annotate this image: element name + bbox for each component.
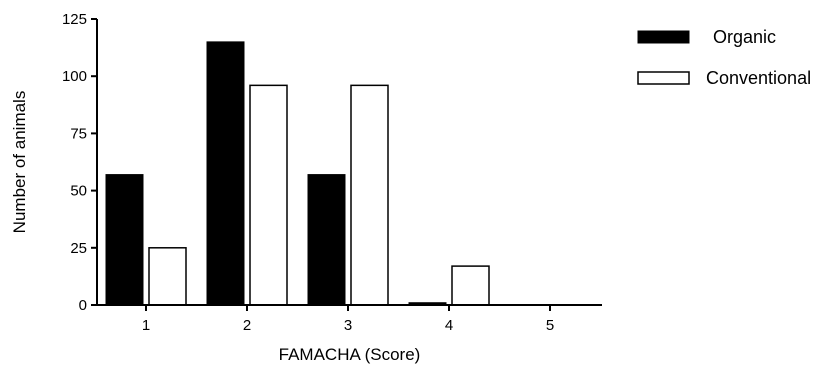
bar-organic-2: [206, 41, 245, 306]
x-ticks-group: 1 2 3 4 5: [142, 305, 554, 334]
bars-group: [105, 41, 490, 306]
bar-organic-3: [307, 174, 346, 306]
bar-conventional-2: [249, 84, 288, 306]
legend: Organic Conventional: [637, 27, 811, 88]
y-axis-title: Number of animals: [10, 91, 29, 234]
y-tick-label: 0: [79, 297, 87, 314]
bar-organic-1: [105, 174, 144, 306]
legend-label-conventional: Conventional: [706, 68, 811, 88]
x-tick-label: 3: [344, 317, 352, 334]
x-tick-label: 5: [546, 317, 554, 334]
y-tick-label: 100: [62, 68, 87, 85]
x-tick-label: 4: [445, 317, 453, 334]
y-tick-label: 50: [70, 183, 87, 200]
bar-conventional-4: [451, 265, 490, 306]
y-tick-label: 75: [70, 125, 87, 142]
legend-label-organic: Organic: [713, 27, 776, 47]
y-tick-label: 125: [62, 11, 87, 28]
bar-conventional-3: [350, 84, 389, 306]
legend-swatch-organic: [637, 30, 690, 44]
legend-swatch-conventional: [637, 71, 690, 85]
x-tick-label: 2: [243, 317, 251, 334]
x-tick-label: 1: [142, 317, 150, 334]
x-axis-title: FAMACHA (Score): [279, 345, 421, 364]
bar-conventional-1: [148, 247, 187, 306]
y-tick-label: 25: [70, 240, 87, 257]
y-ticks-group: 0 25 50 75 100 125: [62, 11, 97, 314]
